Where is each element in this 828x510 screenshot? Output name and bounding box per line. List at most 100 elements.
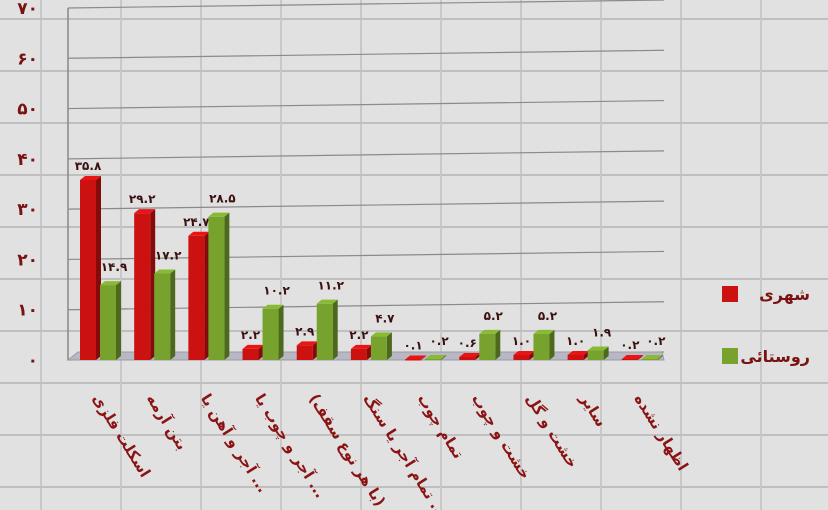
y-tick-label: ۴۰ <box>17 150 38 170</box>
bar-urban-top <box>188 231 210 236</box>
bar-urban-side <box>529 350 535 360</box>
bar-rural <box>370 336 387 360</box>
bar-urban <box>296 345 313 360</box>
bar-rural-top <box>370 332 392 337</box>
bar-rural-side <box>495 329 501 360</box>
bar-urban-value-label: ۲.۹ <box>295 324 315 338</box>
x-category-label: سایر <box>576 390 611 430</box>
bar-rural-top <box>316 299 338 304</box>
x-category-label: اسکلت فلزی <box>89 391 155 481</box>
legend-label: شهری <box>759 285 810 304</box>
legend-swatch <box>722 348 738 364</box>
bar-rural-value-label: ۱۴.۹ <box>101 260 128 274</box>
bar-rural-side <box>657 354 663 360</box>
bar-urban-top <box>459 352 481 357</box>
x-category-label: خشت و گل <box>522 391 582 472</box>
bar-rural-side <box>116 281 121 360</box>
bar-urban-side <box>150 209 156 360</box>
bar-rural-side <box>224 212 230 360</box>
x-category-label: اظهار نشده <box>630 391 691 474</box>
bar-rural-value-label: ۵.۲ <box>484 309 504 323</box>
bar-urban-value-label: ۲۹.۲ <box>129 192 156 206</box>
x-category-label: خشت و چوب <box>467 391 535 483</box>
bar-urban-top <box>350 344 372 349</box>
bar-rural-side <box>441 354 447 360</box>
bar-urban <box>134 213 151 360</box>
bar-rural-side <box>170 269 176 360</box>
bar-rural-value-label: ۲۸.۵ <box>209 192 236 206</box>
bar-urban-value-label: ۲.۲ <box>349 328 369 342</box>
y-tick-label: ۷۰ <box>17 0 38 19</box>
bar-urban-value-label: ۲.۲ <box>241 328 261 342</box>
bar-urban <box>459 356 476 360</box>
bar-urban-top <box>567 350 589 355</box>
bar-rural-side <box>386 332 392 360</box>
bar-rural <box>316 303 333 360</box>
bar-rural-top <box>479 329 501 334</box>
y-tick-label: ۰ <box>28 351 38 371</box>
bar-urban-value-label: ۳۵.۸ <box>75 159 102 173</box>
bar-urban <box>80 179 96 360</box>
bar-rural-value-label: ۰.۲ <box>646 334 666 348</box>
bar-urban-top <box>621 354 643 359</box>
bar-urban-value-label: ۱.۰ <box>512 334 531 348</box>
bar-urban-side <box>366 344 372 360</box>
bar-rural <box>587 350 604 360</box>
bar-urban-top <box>134 209 156 214</box>
bar-urban <box>242 348 259 360</box>
legend-label: روستائی <box>740 347 810 366</box>
gridline <box>67 49 665 59</box>
legend-swatch <box>722 286 738 302</box>
bar-rural-value-label: ۵.۲ <box>538 309 558 323</box>
bar-rural-top <box>533 329 555 334</box>
bar-urban-side <box>583 350 589 360</box>
x-category-label: بتن آرمه <box>143 391 191 454</box>
bar-urban-top <box>296 341 318 346</box>
bar-rural <box>641 358 658 360</box>
bar-urban <box>350 348 367 360</box>
y-tick-label: ۲۰ <box>17 250 38 270</box>
bar-urban-side <box>204 231 210 360</box>
bar-urban-top <box>242 344 264 349</box>
x-category-label: تمام چوب <box>413 391 468 463</box>
bar-rural-value-label: ۱.۹ <box>592 325 612 339</box>
bar-rural-top <box>100 281 121 286</box>
bar-rural-side <box>332 299 338 360</box>
bar-rural <box>533 333 550 360</box>
y-tick-label: ۱۰ <box>17 301 38 321</box>
bar-urban-side <box>258 344 264 360</box>
bar-urban-side <box>475 352 481 360</box>
y-tick-label: ۳۰ <box>17 200 38 220</box>
bar-rural <box>425 358 442 360</box>
y-tick-label: ۶۰ <box>17 49 38 69</box>
bar-urban-side <box>96 175 101 360</box>
bar-rural-top <box>425 354 447 359</box>
bar-rural-side <box>278 304 284 360</box>
gridline <box>67 200 665 210</box>
bar-rural-top <box>154 269 176 274</box>
bar-urban-side <box>421 355 427 360</box>
bar-urban-value-label: ۲۴.۷ <box>183 215 210 229</box>
bar-rural-top <box>208 212 230 217</box>
gridline <box>67 150 665 160</box>
bar-rural-value-label: ۱۷.۲ <box>155 249 182 263</box>
bar-urban-top <box>80 175 101 180</box>
bar-rural-value-label: ۱۰.۲ <box>263 284 290 298</box>
bar-rural <box>208 216 225 360</box>
bar-urban <box>188 235 205 360</box>
bar-urban-value-label: ۰.۱ <box>403 338 422 352</box>
bar-urban-value-label: ۰.۲ <box>620 338 640 352</box>
bar-urban-side <box>637 354 643 360</box>
gridline <box>67 0 665 9</box>
bar-urban <box>513 354 530 360</box>
bar-urban-top <box>513 350 535 355</box>
bar-urban-value-label: ۱.۰ <box>566 334 585 348</box>
bar-urban-top <box>405 355 427 360</box>
gridline <box>67 99 665 110</box>
bar-urban-value-label: ۰.۶ <box>458 336 477 350</box>
bar-rural-top <box>262 304 284 309</box>
bar-urban-side <box>312 341 318 360</box>
y-tick-label: ۵۰ <box>17 100 38 120</box>
bar-urban <box>621 358 638 360</box>
